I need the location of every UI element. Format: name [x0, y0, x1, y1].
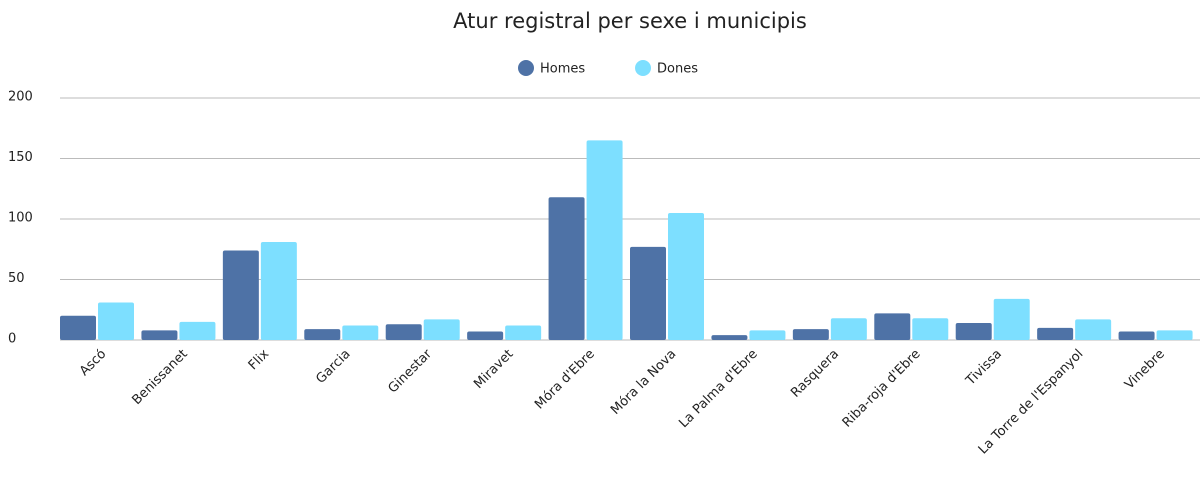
bar [711, 335, 748, 340]
bar [749, 330, 786, 340]
bar [668, 212, 704, 340]
bar [548, 197, 585, 340]
x-tick-label: Garcia [313, 347, 353, 387]
y-tick-label: 50 [8, 271, 25, 286]
x-tick-label: Rasquera [788, 347, 842, 401]
legend-label: Homes [540, 62, 585, 77]
x-tick-label: La Palma d'Ebre [676, 347, 760, 431]
x-tick-label: Móra d'Ebre [532, 347, 598, 413]
x-tick-label: Flix [246, 346, 273, 373]
bar [260, 241, 297, 340]
x-tick-label: Ascó [77, 347, 109, 379]
x-tick-label: Móra la Nova [608, 347, 679, 418]
bar [385, 324, 422, 340]
x-tick-label: Benissanet [129, 347, 190, 408]
bar [586, 140, 623, 340]
bar [993, 298, 1030, 340]
bar [792, 329, 829, 340]
legend-label: Dones [657, 62, 698, 77]
bar [423, 319, 460, 340]
bar [342, 325, 379, 340]
bar [60, 315, 96, 340]
y-tick-label: 0 [8, 332, 16, 347]
x-tick-label: Ginestar [385, 346, 435, 396]
y-tick-label: 100 [8, 211, 33, 226]
bar [830, 318, 867, 340]
x-tick-label: Miravet [471, 347, 516, 392]
bar [98, 302, 134, 340]
bar [1037, 327, 1074, 340]
bar [179, 321, 216, 340]
bar [141, 330, 178, 340]
bar [955, 323, 992, 340]
bar [1156, 330, 1193, 340]
x-tick-label: Vinebre [1122, 347, 1168, 393]
y-tick-label: 150 [8, 150, 33, 165]
legend-marker [635, 60, 651, 76]
bar [467, 331, 504, 340]
x-tick-label: Riba-roja d'Ebre [840, 347, 924, 431]
y-tick-label: 200 [8, 90, 33, 105]
bar [304, 329, 341, 340]
legend-marker [518, 60, 534, 76]
bar [222, 250, 259, 340]
x-tick-label: Tivissa [963, 347, 1005, 389]
bar [874, 313, 911, 340]
chart-title: Atur registral per sexe i municipis [453, 9, 807, 33]
bar [630, 246, 666, 340]
bar [505, 325, 542, 340]
bar [1118, 331, 1155, 340]
bar [1075, 319, 1112, 340]
bar [912, 318, 949, 340]
